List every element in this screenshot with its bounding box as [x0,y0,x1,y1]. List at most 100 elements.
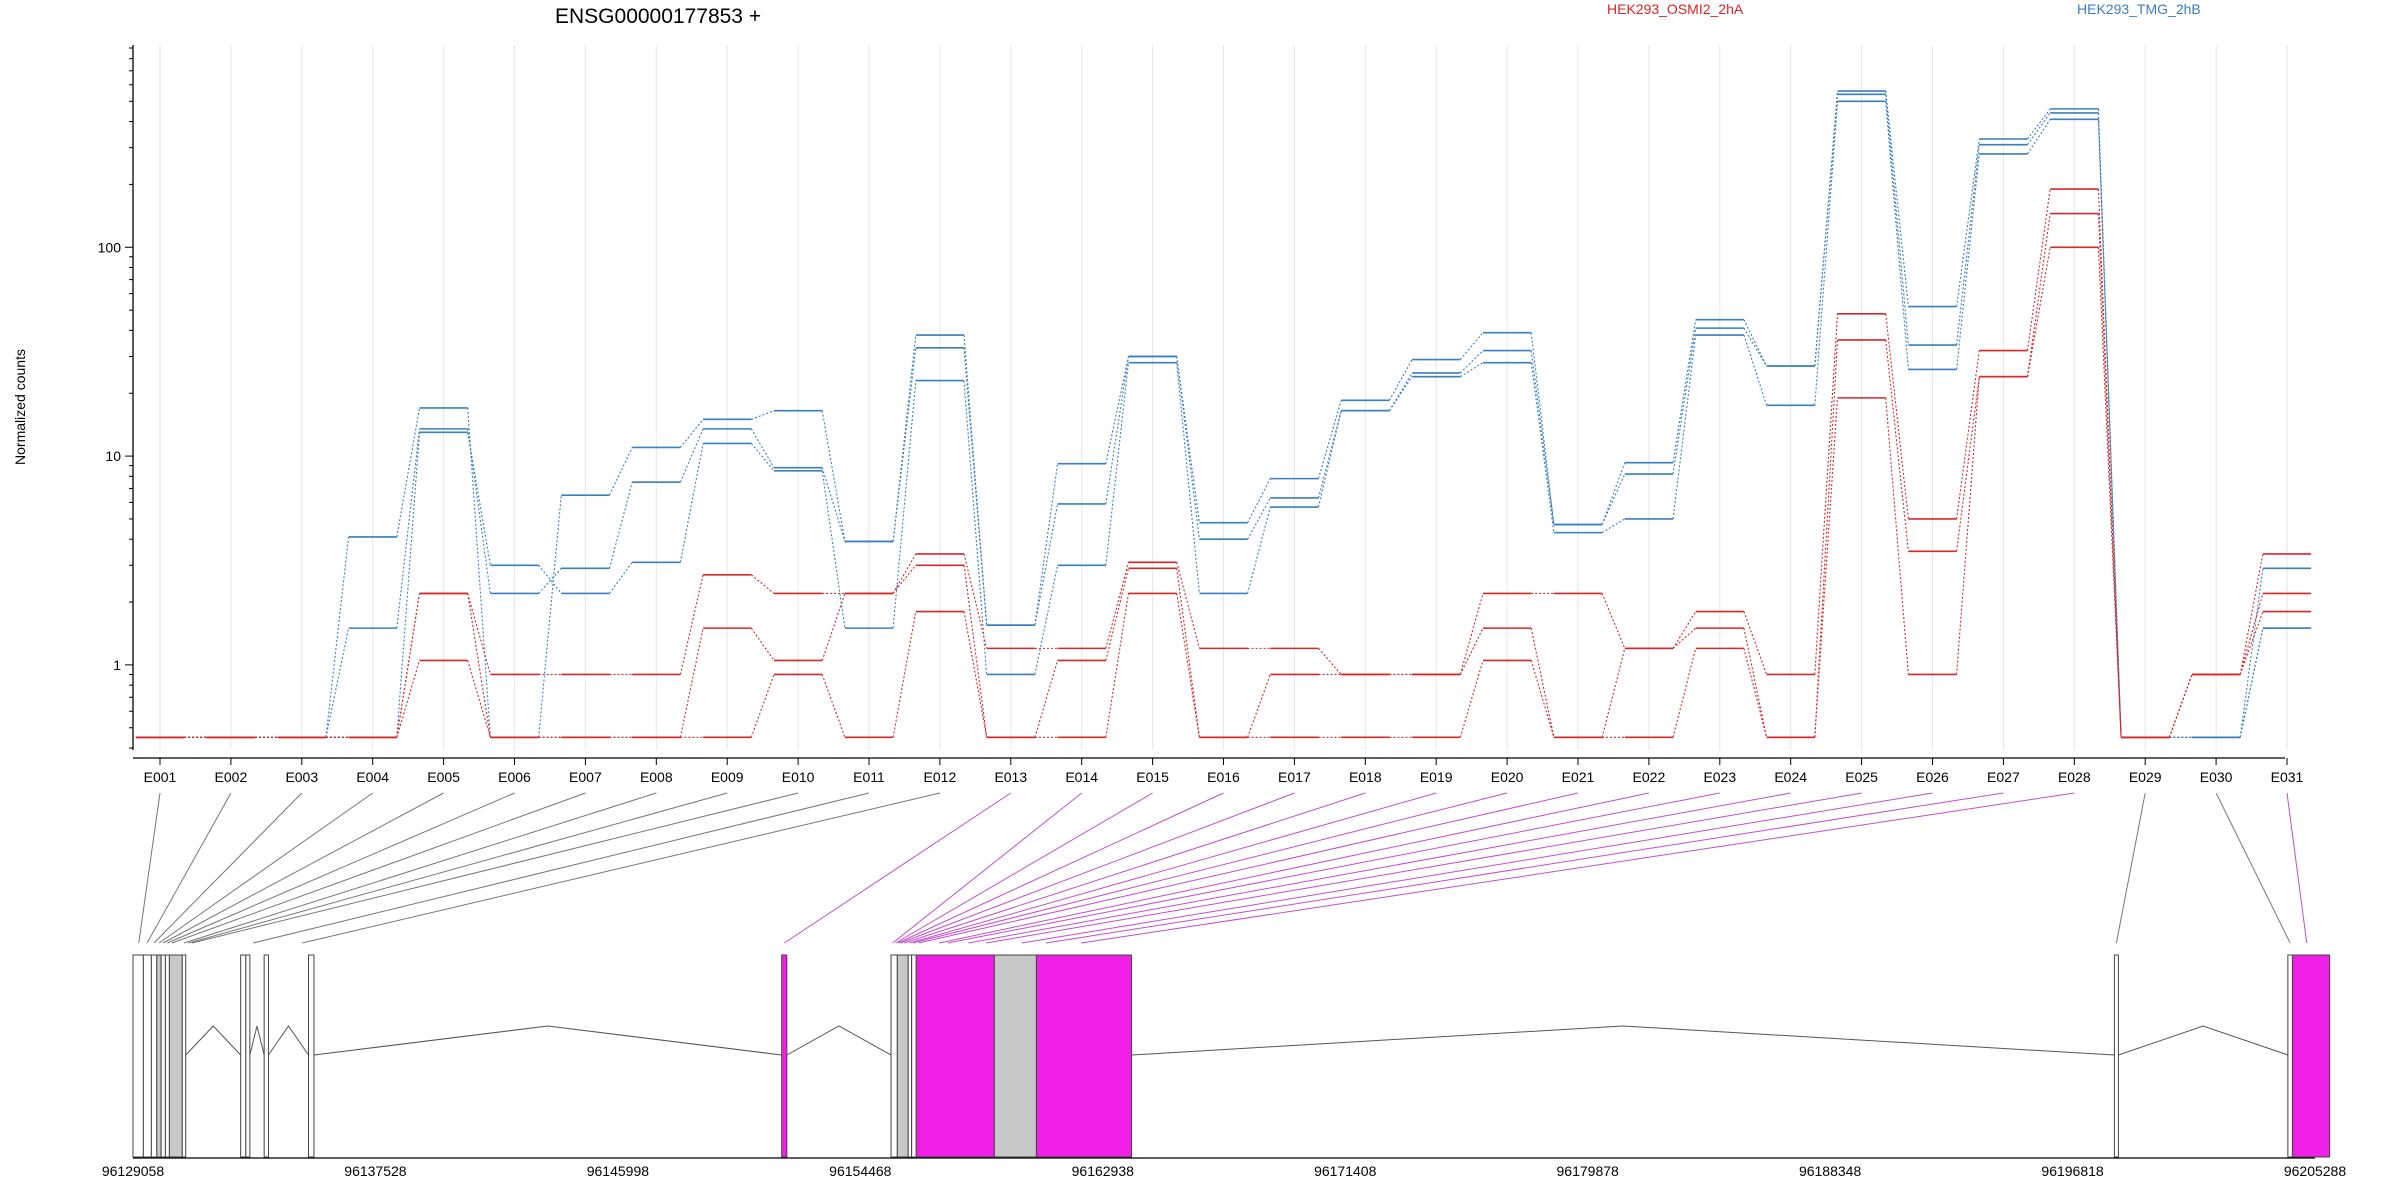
exon-block-E004 [156,954,162,1158]
connector-E024 [968,792,1791,944]
coordinate-label-96196818: 96196818 [2041,1163,2104,1179]
x-tick-label-E025: E025 [1845,769,1878,785]
series-3-link-E012 [963,380,988,675]
gene-model: 96129058 96137528 96145998 96154468 96162938… [102,954,2346,1179]
series-5-link-E028 [2097,213,2122,738]
connector-E009 [188,792,728,944]
x-tick-label-E006: E006 [498,769,531,785]
series-3-link-E016 [1247,506,1271,594]
series-2-link-E012 [963,347,988,626]
series-6-link-E009 [750,674,775,738]
series-1-link-E004 [396,407,421,538]
series-5-link-E023 [1743,628,1768,738]
series-5-link-E020 [1530,628,1555,738]
x-tick-label-E002: E002 [215,769,248,785]
coordinate-label-96129058: 96129058 [102,1163,165,1179]
connector-E021 [918,792,1579,944]
series-5-link-E013 [1034,660,1059,738]
coordinate-label-96154468: 96154468 [829,1163,892,1179]
exon-block-E009 [240,954,247,1158]
x-tick-label-E026: E026 [1916,769,1949,785]
series-1-link-E026 [1956,138,1980,307]
series-2-link-E014 [1105,356,1130,505]
x-tick-label-E020: E020 [1491,769,1524,785]
series-3-link-E024 [1814,101,1839,406]
series-5-link-E025 [1885,339,1909,552]
series-3-link-E007 [609,561,633,594]
series-2-link-E020 [1530,350,1555,525]
series-2-link-E026 [1956,144,1980,346]
series-1-link-E010 [821,410,846,542]
series-5-link-E019 [1459,627,1484,675]
exon-block-E003 [150,954,158,1158]
series-3-link-E010 [821,470,846,629]
series-1-link-E022 [1672,319,1697,463]
series-5-link-E015 [1176,568,1200,738]
connector-E018 [904,792,1366,944]
exon-block-E011 [263,954,269,1158]
exon-connectors [138,792,2308,944]
connector-E008 [183,792,657,944]
x-tick-label-E028: E028 [2058,769,2091,785]
connector-E022 [939,792,1650,944]
y-tick-label-100: 100 [98,239,122,255]
exon-block-E005 [160,954,166,1158]
exon-block-E007 [168,954,183,1158]
series-2-link-E025 [1885,94,1909,346]
coordinate-label-96179878: 96179878 [1557,1163,1620,1179]
series-5-link-E004 [396,593,421,738]
x-tick-label-E018: E018 [1349,769,1382,785]
series-6-link-E011 [892,611,917,738]
y-tick-label-1: 1 [113,657,121,673]
series-1-link-E006 [538,495,562,738]
series-4-link-E026 [1956,350,1980,520]
legend-osmi2: HEK293_OSMI2_2hA [1607,1,1744,17]
intron-7 [2118,1025,2289,1056]
series-3-link-E011 [892,380,917,629]
series-6-link-E028 [2097,247,2122,738]
series-1-link-E005 [467,407,491,738]
x-tick-label-E022: E022 [1633,769,1666,785]
connector-E017 [899,792,1295,944]
connector-E010 [191,792,799,944]
series-4-link-E024 [1814,313,1839,675]
series-4-link-E011 [892,553,917,594]
connector-E005 [162,792,444,944]
coordinate-label-96162938: 96162938 [1072,1163,1135,1179]
series-3-link-E022 [1672,334,1697,520]
series-2-link-E021 [1601,473,1626,525]
series-3-link-E014 [1105,362,1130,566]
series-3-link-E009 [750,443,775,472]
chart-title: ENSG00000177853 + [555,5,761,28]
x-tick-label-E011: E011 [853,769,885,785]
series-3-link-E027 [2027,119,2051,155]
series-6-link-E012 [963,611,988,738]
x-tick-label-E017: E017 [1278,769,1311,785]
exon-block-E016 [907,954,913,1158]
series-5-link-E021 [1601,648,1626,738]
series-1-link-E020 [1530,332,1555,525]
series-1-link-E021 [1601,462,1626,525]
series-1-link-E023 [1743,319,1768,367]
series-6-link-E010 [821,674,846,738]
exon-block-E012 [308,954,315,1158]
coordinate-label-96171408: 96171408 [1314,1163,1377,1179]
exon-block-E031 [2291,954,2331,1158]
series-3-link-E020 [1530,362,1555,533]
grid [159,45,2288,750]
legend-tmg: HEK293_TMG_2hB [2077,1,2201,17]
x-tick-label-E030: E030 [2200,769,2233,785]
series-4-link-E014 [1105,562,1130,649]
exon-block-E001 [132,954,144,1158]
series-6-link-E005 [467,660,491,738]
connector-E028 [1081,792,2075,944]
series-4-link-E023 [1743,611,1768,675]
exon-block-E010 [245,954,251,1158]
connector-E001 [138,792,161,944]
series-6-link-E030 [2239,611,2264,675]
connector-E020 [912,792,1508,944]
exon-block-E020 [1035,954,1132,1158]
exon-block-E013 [781,954,788,1158]
intron-3 [268,1025,309,1056]
x-tick-label-E027: E027 [1987,769,2020,785]
